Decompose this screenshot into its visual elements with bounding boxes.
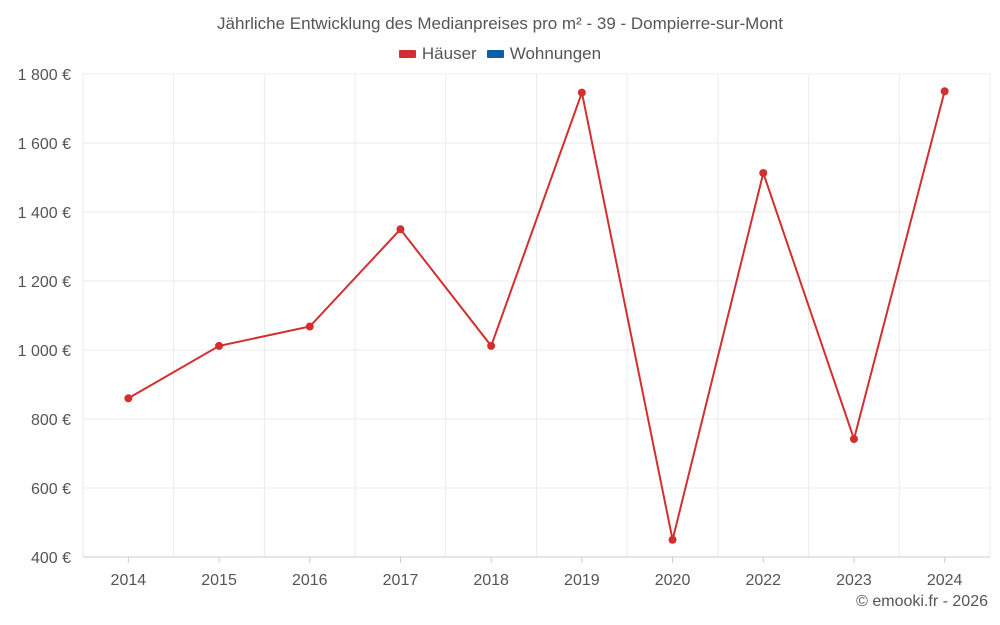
y-tick-label: 1 000 € [18, 343, 71, 360]
y-tick-label: 1 200 € [18, 274, 71, 291]
data-point-houses [124, 394, 133, 403]
x-tick-label: 2023 [836, 572, 872, 589]
x-tick-label: 2016 [292, 572, 328, 589]
legend-item-apartments[interactable]: Wohnungen [486, 44, 602, 64]
data-point-houses [487, 341, 496, 350]
y-tick-label: 800 € [31, 412, 71, 429]
x-tick-label: 2022 [745, 572, 781, 589]
x-tick-label: 2020 [655, 572, 691, 589]
data-point-houses [940, 87, 949, 96]
data-point-houses [577, 88, 586, 97]
x-tick-label: 2017 [383, 572, 419, 589]
y-tick-label: 1 400 € [18, 205, 71, 222]
y-tick-label: 400 € [31, 550, 71, 567]
data-point-houses [849, 435, 858, 444]
data-point-houses [396, 225, 405, 234]
x-tick-label: 2014 [111, 572, 147, 589]
legend-swatch-houses [398, 50, 416, 58]
chart-title: Jährliche Entwicklung des Medianpreises … [217, 14, 783, 33]
y-tick-label: 1 800 € [18, 67, 71, 84]
data-point-houses [305, 322, 314, 331]
legend-item-houses[interactable]: Häuser [398, 44, 477, 64]
series-line-houses [127, 88, 946, 541]
x-tick-label: 2018 [473, 572, 509, 589]
data-point-houses [668, 535, 677, 544]
legend-swatch-apartments [486, 50, 504, 58]
data-point-houses [759, 169, 768, 178]
legend-label-houses: Häuser [421, 44, 477, 63]
y-tick-label: 600 € [31, 481, 71, 498]
data-point-houses [215, 341, 224, 350]
copyright-notice: © emooki.fr - 2026 [856, 593, 988, 610]
legend: Häuser Wohnungen [0, 44, 1000, 64]
x-tick-label: 2015 [201, 572, 237, 589]
x-tick-label: 2024 [927, 572, 963, 589]
y-tick-label: 1 600 € [18, 136, 71, 153]
legend-label-apartments: Wohnungen [509, 44, 602, 63]
x-tick-label: 2019 [564, 572, 600, 589]
